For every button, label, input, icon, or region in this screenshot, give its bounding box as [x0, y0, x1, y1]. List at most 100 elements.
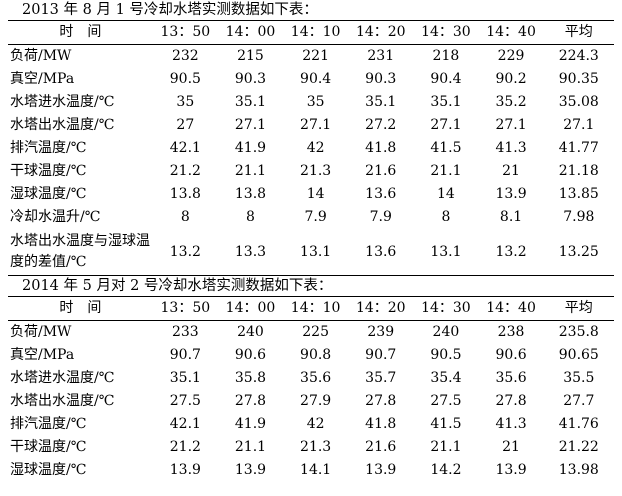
table-cell: 13.8 — [169, 186, 201, 202]
table-cell: 13.9 — [169, 462, 201, 478]
table-cell: 21.6 — [365, 163, 397, 179]
table-cell: 27.7 — [563, 393, 595, 409]
row-label: 排汽温度/℃ — [10, 140, 87, 156]
table1-header-row: 时 间 13：50 14：00 14：10 14：20 14：30 14：40 … — [8, 20, 614, 45]
table-cell: 13.3 — [217, 229, 284, 276]
table1: 时 间 13：50 14：00 14：10 14：20 14：30 14：40 … — [8, 20, 614, 276]
row-label: 水塔进水温度/℃ — [10, 94, 115, 110]
table-cell: 8.1 — [499, 209, 523, 225]
table-cell: 35.5 — [563, 370, 595, 386]
table-cell: 8 — [441, 209, 451, 225]
table-cell: 27.1 — [430, 117, 462, 133]
table-cell: 41.3 — [495, 140, 527, 156]
table-cell: 21.1 — [430, 163, 462, 179]
table-cell: 239 — [367, 324, 395, 340]
table-cell: 27.5 — [169, 393, 201, 409]
table2-header-cell: 13：50 — [152, 296, 218, 321]
table-cell: 238 — [497, 324, 525, 340]
table2-header-cell: 时 间 — [8, 296, 153, 321]
table-cell: 27.1 — [300, 117, 332, 133]
table-cell: 35.6 — [495, 370, 527, 386]
table2-header-cell: 14：00 — [217, 296, 284, 321]
table-cell: 27.9 — [300, 393, 332, 409]
row-label: 水塔出水温度/℃ — [10, 117, 115, 133]
table-cell: 21.1 — [430, 439, 462, 455]
table-cell: 27.2 — [365, 117, 397, 133]
table-row: 真空/MPa 90.5 90.3 90.4 90.3 90.4 90.2 90.35 — [8, 68, 614, 91]
table1-header-cell: 14：00 — [217, 20, 284, 45]
row-label: 排汽温度/℃ — [10, 416, 87, 432]
table-cell: 90.65 — [558, 347, 599, 363]
table-cell: 21.2 — [169, 439, 201, 455]
table-cell: 35.1 — [234, 94, 267, 110]
row-label: 水塔出水温度/℃ — [10, 393, 115, 409]
table-cell: 41.5 — [430, 416, 462, 432]
table-cell: 21 — [502, 163, 520, 179]
table-cell: 90.6 — [234, 347, 267, 363]
table-cell: 27.8 — [495, 393, 527, 409]
row-label: 湿球温度/℃ — [10, 462, 87, 478]
table-cell: 90.35 — [558, 71, 599, 87]
table-cell: 218 — [432, 48, 460, 64]
table-cell: 229 — [497, 48, 525, 64]
table-row: 水塔出水温度/℃ 27 27.1 27.1 27.2 27.1 27.1 27.1 — [8, 114, 614, 137]
table-cell: 35 — [306, 94, 325, 110]
table-cell: 8 — [246, 209, 255, 225]
table-cell: 27.8 — [234, 393, 267, 409]
table-cell: 90.6 — [495, 347, 527, 363]
table-cell: 235.8 — [558, 324, 599, 340]
table-cell: 21.6 — [365, 439, 397, 455]
table-cell: 13.2 — [478, 229, 544, 276]
table-cell: 14 — [436, 186, 455, 202]
table1-header-cell: 平均 — [543, 20, 614, 45]
table-cell: 35.08 — [558, 94, 599, 110]
table-cell: 13.6 — [348, 229, 414, 276]
table-cell: 13.98 — [558, 462, 599, 478]
table1-header-cell: 14：30 — [413, 20, 479, 45]
table2-header-cell: 平均 — [543, 296, 614, 321]
table-cell: 21 — [502, 439, 520, 455]
table-cell: 42 — [306, 140, 325, 156]
table-cell: 21.1 — [234, 163, 267, 179]
table-row: 水塔进水温度/℃ 35 35.1 35 35.1 35.1 35.2 35.08 — [8, 91, 614, 114]
table-cell: 27.1 — [495, 117, 527, 133]
table-cell: 8 — [180, 209, 190, 225]
table-cell: 90.2 — [495, 71, 527, 87]
table-cell: 7.9 — [304, 209, 327, 225]
table-cell: 240 — [432, 324, 460, 340]
table-cell: 41.8 — [365, 416, 397, 432]
table2-header-cell: 14：30 — [413, 296, 479, 321]
table-cell: 240 — [237, 324, 264, 340]
table-cell: 35.2 — [495, 94, 527, 110]
table-row: 真空/MPa 90.7 90.6 90.8 90.7 90.5 90.6 90.65 — [8, 344, 614, 367]
table-cell: 35.1 — [365, 94, 397, 110]
table-cell: 90.4 — [430, 71, 462, 87]
table-cell: 35.6 — [300, 370, 332, 386]
table-cell: 42.1 — [169, 416, 201, 432]
table-cell: 41.3 — [495, 416, 527, 432]
table-cell: 7.9 — [369, 209, 392, 225]
row-label: 负荷/MW — [10, 324, 72, 340]
table-cell: 215 — [237, 48, 264, 64]
table-cell: 35.4 — [430, 370, 462, 386]
table-cell: 21.22 — [558, 439, 599, 455]
table-cell: 35.8 — [234, 370, 267, 386]
table-row: 负荷/MW 233 240 225 239 240 238 235.8 — [8, 321, 614, 345]
table1-header-cell: 14：10 — [283, 20, 349, 45]
table-cell: 41.77 — [558, 140, 599, 156]
table-cell: 13.6 — [365, 186, 397, 202]
table-cell: 13.9 — [495, 462, 527, 478]
table-cell: 90.5 — [430, 347, 462, 363]
table-cell: 13.1 — [283, 229, 349, 276]
table-cell: 13.1 — [413, 229, 479, 276]
row-label: 冷却水温升/℃ — [10, 209, 101, 225]
table-cell: 90.5 — [169, 71, 201, 87]
table1-header-cell: 14：40 — [478, 20, 544, 45]
table-cell: 41.5 — [430, 140, 462, 156]
row-label: 真空/MPa — [10, 71, 75, 87]
table-row: 排汽温度/℃ 42.1 41.9 42 41.8 41.5 41.3 41.76 — [8, 413, 614, 436]
table-cell: 27.1 — [563, 117, 595, 133]
table-cell: 90.4 — [300, 71, 332, 87]
table-cell: 27.1 — [234, 117, 267, 133]
document-page: 2013 年 8 月 1 号冷却水塔实测数据如下表： 时 间 13：50 14：… — [8, 0, 614, 482]
